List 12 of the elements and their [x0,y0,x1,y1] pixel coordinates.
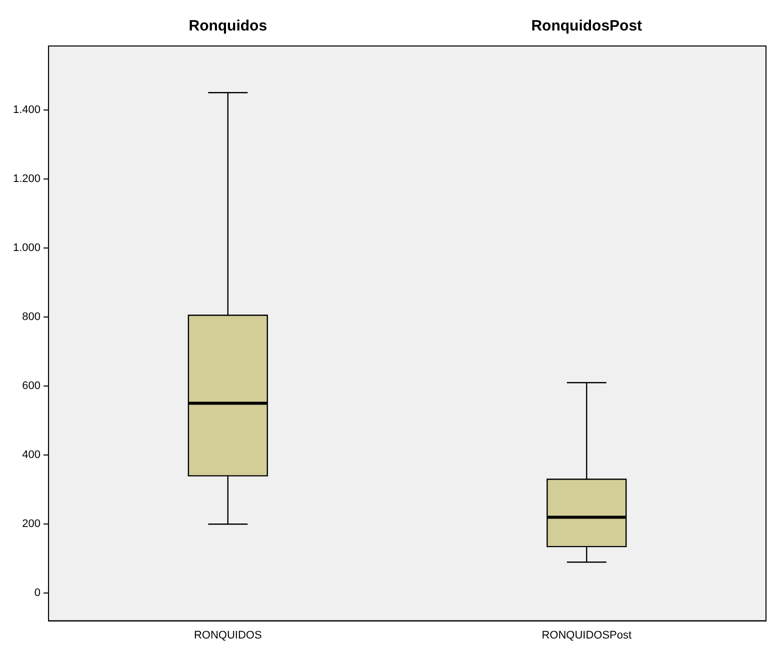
x-tick-label: RONQUIDOS [194,629,262,642]
y-tick-label: 1.400 [12,104,41,116]
y-tick-label: 800 [22,311,41,324]
y-tick-label: 1.200 [12,172,41,185]
y-tick-label: 200 [22,518,41,530]
text: Ronquidos [188,18,268,35]
x-tick-label: RONQUIDOSPost [542,629,632,642]
y-tick-label: 0 [34,587,41,600]
y-tick-label: 1.000 [12,242,41,254]
y-tick-label: 600 [22,380,41,392]
text: RonquidosPost [531,18,642,35]
y-tick-label: 400 [22,449,41,462]
